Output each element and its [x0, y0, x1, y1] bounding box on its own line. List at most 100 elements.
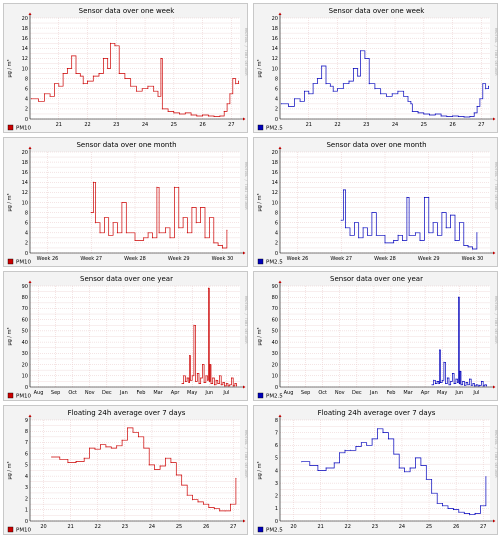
data-point	[407, 100, 409, 102]
data-point	[190, 114, 192, 116]
data-point	[459, 370, 461, 372]
data-point	[428, 232, 430, 234]
x-tick-label: 25	[421, 122, 427, 128]
data-point	[170, 462, 172, 464]
data-point	[450, 214, 452, 216]
y-tick-label: 0	[275, 519, 278, 525]
y-tick-label: 7	[275, 430, 278, 436]
data-point	[213, 242, 215, 244]
data-point	[371, 438, 373, 440]
data-point	[316, 78, 318, 80]
data-point	[67, 462, 69, 464]
data-point	[442, 505, 444, 507]
data-point	[408, 234, 410, 236]
data-point	[82, 83, 84, 85]
data-point	[200, 207, 202, 208]
y-tick-label: 8	[25, 429, 28, 435]
data-point	[191, 375, 193, 377]
y-tick-label: 14	[272, 46, 278, 52]
y-tick-label: 20	[272, 362, 278, 368]
x-tick-label: Feb	[137, 390, 146, 396]
data-point	[485, 476, 487, 478]
y-axis-label: µg / m³	[257, 193, 263, 211]
chart-panel-7: Floating 24h average over 7 days 0 1 2 3 4 5 6 7…	[253, 405, 498, 535]
data-point	[479, 384, 481, 386]
y-axis-label: µg / m³	[7, 327, 13, 345]
x-tick-label: 21	[306, 122, 312, 128]
y-tick-label: 40	[22, 340, 28, 346]
data-point	[476, 232, 478, 234]
y-tick-label: 12	[22, 190, 28, 196]
data-point	[398, 467, 400, 469]
x-tick-label: 23	[372, 524, 378, 530]
data-point	[204, 237, 206, 239]
data-point	[236, 385, 238, 387]
data-point	[429, 114, 431, 116]
data-point	[87, 80, 88, 82]
side-label: RRDTOOL / TOBI OETIKER	[494, 28, 498, 76]
chart-panel-2: Sensor data over one month 0 2 4 6 8 10 12 14 16 1…	[3, 137, 248, 267]
series-line	[432, 296, 487, 387]
y-axis-arrow	[278, 280, 282, 283]
data-point	[212, 377, 214, 379]
y-tick-label: 4	[25, 97, 28, 103]
x-tick-label: Sep	[51, 390, 60, 396]
chart-title: Sensor data over one week	[329, 7, 426, 15]
data-point	[312, 83, 314, 85]
y-tick-label: 8	[275, 418, 278, 424]
x-tick-label: May	[187, 390, 197, 396]
data-point	[457, 296, 459, 298]
y-tick-label: 50	[272, 329, 278, 335]
side-label: RRDTOOL / TOBI OETIKER	[494, 162, 498, 210]
y-tick-label: 50	[22, 329, 28, 335]
data-point	[75, 461, 77, 462]
data-point	[227, 385, 229, 387]
data-point	[114, 45, 116, 47]
x-tick-label: 24	[392, 122, 398, 128]
legend-label: PM10	[16, 126, 32, 132]
x-tick-label: 26	[199, 122, 205, 128]
data-point	[473, 112, 475, 114]
y-tick-label: 7	[25, 440, 28, 446]
data-point	[397, 90, 399, 92]
y-tick-label: 3	[275, 481, 278, 487]
data-point	[463, 384, 465, 386]
x-tick-label: Week 26	[37, 256, 59, 262]
data-point	[196, 373, 198, 374]
data-point	[186, 494, 188, 496]
data-point	[358, 237, 360, 239]
y-axis-arrow	[28, 146, 32, 149]
data-point	[102, 57, 104, 59]
y-tick-label: 60	[22, 317, 28, 323]
x-tick-label: 22	[84, 122, 90, 128]
data-point	[130, 85, 132, 87]
data-point	[134, 239, 136, 241]
data-point	[455, 378, 457, 380]
data-point	[147, 85, 149, 87]
x-tick-label: 27	[228, 122, 234, 128]
data-point	[463, 244, 465, 246]
data-point	[181, 383, 183, 385]
data-point	[89, 447, 91, 449]
chart-title: Sensor data over one year	[80, 275, 173, 283]
x-axis-arrow	[493, 251, 496, 255]
chart-panel-1: Sensor data over one week 0 2 4 6 8 10 12 14 16 18…	[253, 3, 498, 133]
data-point	[202, 114, 204, 116]
legend-label: PM10	[16, 394, 32, 400]
y-tick-label: 6	[25, 221, 28, 227]
data-point	[231, 377, 232, 379]
data-point	[368, 83, 370, 85]
data-point	[440, 382, 441, 383]
legend-swatch	[7, 258, 14, 265]
data-point	[467, 384, 469, 386]
y-tick-label: 10	[22, 374, 28, 380]
chart-svg: Sensor data over one month 0 2 4 6 8 10 12 14 16 1…	[7, 141, 248, 266]
data-point	[446, 377, 448, 379]
data-point	[345, 227, 347, 229]
y-tick-label: 16	[272, 170, 278, 176]
data-point	[208, 507, 210, 508]
chart-svg: Sensor data over one year 0 10 20 30 40 50 60 70…	[7, 275, 248, 400]
chart-svg: Floating 24h average over 7 days01234567…	[257, 409, 498, 534]
data-point	[436, 502, 438, 504]
data-point	[377, 428, 378, 430]
